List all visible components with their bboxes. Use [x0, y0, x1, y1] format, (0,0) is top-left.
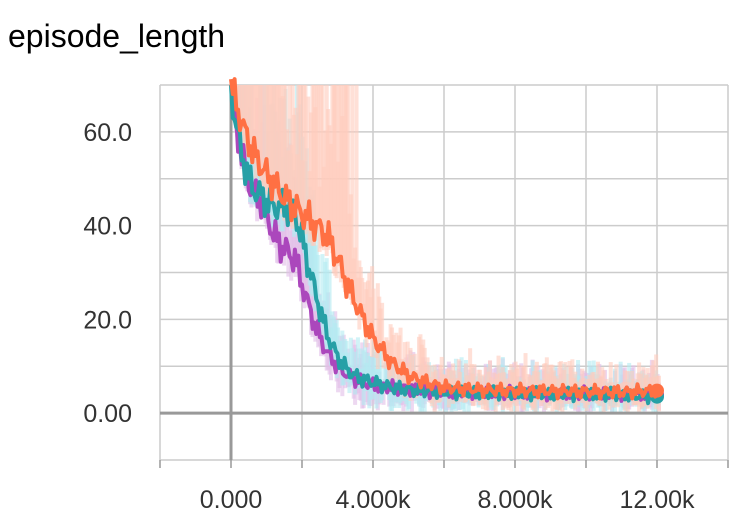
x-tick-label: 8.000k	[477, 486, 553, 514]
raw-data-bar	[346, 85, 351, 284]
x-tick-label: 12.00k	[619, 486, 695, 514]
raw-data-bar	[570, 359, 575, 392]
raw-data-bar	[516, 364, 521, 392]
y-tick-label: 60.0	[83, 119, 132, 147]
raw-data-bar	[303, 85, 308, 235]
raw-data-bar	[608, 362, 613, 400]
raw-data-bar	[614, 364, 619, 396]
series-layer	[229, 77, 664, 406]
chart-title: episode_length	[8, 18, 226, 54]
raw-data-bar	[587, 374, 592, 402]
raw-data-bar	[316, 85, 321, 228]
raw-data-bar	[411, 371, 416, 395]
raw-data-bar	[320, 85, 325, 231]
raw-data-bar	[360, 277, 365, 316]
raw-data-bar	[350, 348, 355, 386]
raw-data-bar	[327, 269, 332, 343]
x-tick-label: 4.000k	[335, 486, 411, 514]
raw-data-bar	[316, 254, 321, 297]
series-line	[229, 77, 659, 401]
axes	[159, 85, 729, 468]
raw-data-bar	[384, 362, 389, 387]
raw-data-bar	[320, 254, 325, 335]
raw-data-bar	[378, 350, 383, 403]
raw-data-bar	[439, 356, 444, 391]
raw-data-bar	[286, 250, 291, 277]
x-tick-label: 0.000	[200, 486, 263, 514]
y-tick-label: 40.0	[83, 213, 132, 241]
raw-data-bar	[354, 85, 359, 303]
y-tick-label: 0.00	[83, 400, 132, 428]
raw-data-bar	[299, 85, 304, 226]
raw-data-bar	[306, 96, 311, 232]
raw-data-bar	[489, 377, 494, 391]
raw-data-bar	[380, 302, 385, 351]
raw-data-bar	[371, 288, 376, 342]
raw-data-bar	[324, 258, 329, 354]
raw-data-bar	[358, 348, 363, 386]
tick-labels: 0.00 20.0 40.0 60.0 0.000 4.000k 8.000k 12.00k	[83, 119, 695, 514]
raw-data-bar	[559, 361, 564, 404]
raw-data-bar	[302, 216, 306, 309]
raw-data-bar	[536, 371, 541, 398]
raw-data-bar	[260, 85, 265, 183]
y-tick-label: 20.0	[83, 306, 132, 334]
raw-data-bar	[452, 370, 457, 399]
raw-data-bar	[563, 362, 568, 399]
raw-data-bar	[350, 85, 355, 305]
raw-data-bar	[355, 337, 360, 389]
raw-data-bar	[523, 353, 528, 398]
raw-data-bar	[412, 353, 417, 381]
series-endpoint	[650, 383, 664, 398]
raw-data-bar	[560, 387, 565, 413]
